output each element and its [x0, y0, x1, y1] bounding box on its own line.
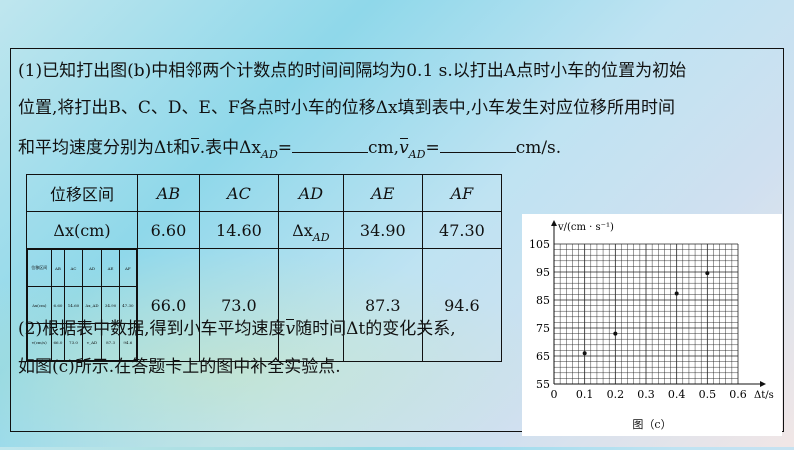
- data-table: 位移区间 AB AC AD AE AF Δx(cm) 6.60 14.60 Δx…: [26, 174, 503, 362]
- x-tick-label: 0.1: [576, 388, 594, 401]
- table-row-label: Δx(cm): [26, 211, 138, 249]
- table-header-label: 位移区间: [26, 174, 138, 212]
- question1-line3: 和平均速度分别为Δt和v.表中ΔxAD= cm,vAD= cm/s.: [18, 138, 562, 161]
- answer-blank-v[interactable]: [439, 138, 516, 153]
- y-tick-label: 95: [536, 266, 550, 279]
- table-cell: 94.6: [421, 248, 503, 362]
- y-tick-label: 105: [529, 238, 550, 251]
- vbar-symbol: v: [190, 138, 200, 158]
- table-col-header: AF: [421, 174, 503, 212]
- table-cell: 66.0: [137, 248, 200, 362]
- question2-line1: (2)根据表中数据,得到小车平均速度v随时间Δt的变化关系,: [18, 319, 456, 339]
- chart-caption: 图（c）: [632, 418, 672, 431]
- question1-line2: 位置,将打出B、C、D、E、F各点时小车的位移Δx填到表中,小车发生对应位移所用…: [18, 98, 676, 118]
- table-cell: 14.60: [198, 211, 279, 249]
- table-cell: 47.30: [421, 211, 503, 249]
- question1-line1: (1)已知打出图(b)中相邻两个计数点的时间间隔均为0.1 s.以打出A点时小车…: [18, 61, 687, 81]
- data-point: [674, 291, 679, 296]
- table-col-header: AB: [137, 174, 200, 212]
- data-point: [705, 271, 710, 276]
- y-axis-arrow: [551, 220, 557, 226]
- data-point: [582, 351, 587, 356]
- table-cell: 34.90: [342, 211, 423, 249]
- table-thumbnail: 位移区间 AB AC AD AE AF Δx(cm) 6.60 14.60 Δx_AD 34.90…: [26, 248, 138, 362]
- table-cell: 87.3: [342, 248, 423, 362]
- question2-line2: 如图(c)所示.在答题卡上的图中补全实验点.: [18, 357, 341, 377]
- y-tick-label: 55: [536, 378, 550, 391]
- y-tick-label: 75: [536, 322, 550, 335]
- table-col-header: AD: [277, 174, 344, 212]
- table-cell-ad[interactable]: ΔxAD: [277, 211, 344, 249]
- content-frame: [10, 48, 784, 432]
- y-tick-label: 65: [536, 350, 550, 363]
- x-tick-label: 0.3: [637, 388, 655, 401]
- data-point: [613, 331, 618, 336]
- x-axis-label: Δt/s: [754, 390, 774, 401]
- table-row: 位移区间 AB AC AD AE AF Δx(cm) 6.60 14.60 Δx_AD 34.90…: [26, 248, 503, 362]
- x-axis-arrow: [760, 381, 766, 387]
- y-tick-label: 85: [536, 294, 550, 307]
- table-row: 位移区间 AB AC AD AE AF: [26, 174, 503, 212]
- x-tick-label: 0.4: [668, 388, 686, 401]
- table-cell: 6.60: [137, 211, 200, 249]
- y-axis-label: v/(cm · s⁻¹): [557, 222, 614, 233]
- table-col-header: AC: [198, 174, 279, 212]
- table-row: Δx(cm) 6.60 14.60 ΔxAD 34.90 47.30: [26, 211, 503, 249]
- x-tick-label: 0.5: [699, 388, 717, 401]
- table-cell: 73.0: [198, 248, 279, 362]
- answer-blank-dx[interactable]: [292, 138, 369, 153]
- x-tick-label: 0: [551, 388, 558, 401]
- x-tick-label: 0.2: [607, 388, 625, 401]
- x-tick-label: 0.6: [729, 388, 747, 401]
- vbar-symbol-q2: v: [285, 319, 296, 339]
- chart-svg: 0 0.1 0.2 0.3 0.4 0.5 0.6 55 65 75 85 95 105 v/(cm · …: [529, 220, 774, 401]
- vbar-symbol-ad: v: [399, 138, 409, 158]
- velocity-time-chart: 0 0.1 0.2 0.3 0.4 0.5 0.6 55 65 75 85 95 105 v/(cm · …: [522, 214, 782, 436]
- table-col-header: AE: [342, 174, 423, 212]
- table-cell-ad-velocity[interactable]: [277, 248, 344, 362]
